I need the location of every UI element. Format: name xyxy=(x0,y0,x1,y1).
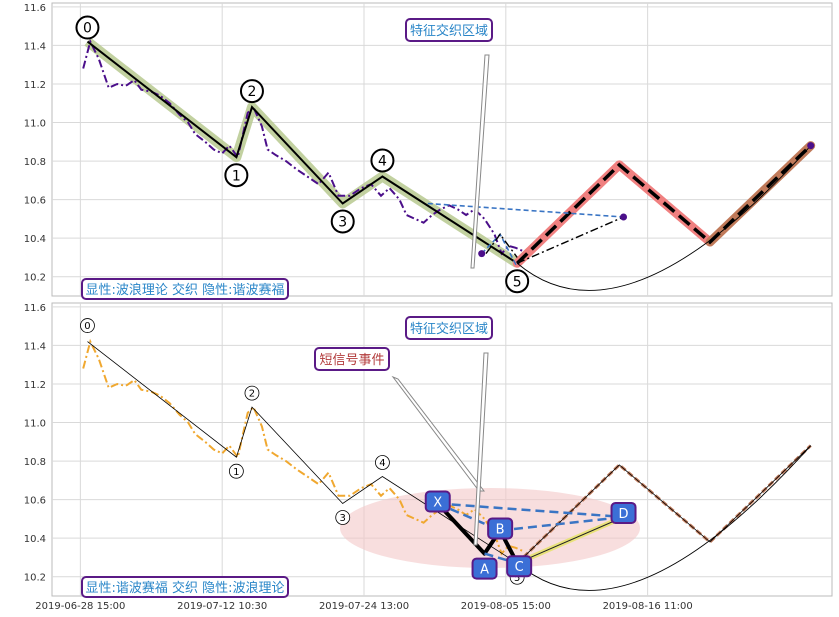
point-marker xyxy=(620,213,628,221)
wave-point-marker xyxy=(330,209,355,234)
wave-point-marker xyxy=(224,163,249,188)
harmonic-point-label: B xyxy=(496,522,505,537)
y-tick-label: 10.8 xyxy=(24,157,46,168)
wave-point-label: 0 xyxy=(84,321,90,332)
top-gridlines xyxy=(52,3,832,296)
harmonic-point-box xyxy=(424,490,451,513)
bottom-legend: 显性:谐波赛福 交织 隐性:波浪理论 xyxy=(81,576,289,598)
bottom-panel: 10.2 10.4 10.6 10.8 11.0 11.2 11.4 11.6 0 1 2 3 4 5 X… xyxy=(24,302,833,598)
y-tick-label: 10.2 xyxy=(24,273,46,284)
harmonic-point-label: D xyxy=(619,507,629,522)
dashdot-line xyxy=(485,233,518,258)
wave-line xyxy=(86,40,518,265)
x-tick-label: 2019-07-12 10:30 xyxy=(177,601,267,612)
y-tick-label: 11.2 xyxy=(24,380,46,391)
top-panel: 10.210.410.610.811.011.211.411.6 012345 … xyxy=(24,2,833,300)
wave-point-marker xyxy=(375,455,390,470)
wave-point-label: 3 xyxy=(340,513,346,524)
y-tick-label: 11.6 xyxy=(24,303,46,314)
x-tick-label: 2019-07-24 13:00 xyxy=(319,601,409,612)
projection-arc xyxy=(516,445,812,591)
harmonic-dashed-line xyxy=(499,515,624,532)
wave-point-marker xyxy=(239,79,264,104)
x-axis: 2019-06-28 15:00 2019-07-12 10:30 2019-07-… xyxy=(35,601,692,612)
top-y-axis: 10.2 10.4 10.6 10.8 11.0 11.2 11.4 11.6 xyxy=(24,3,46,284)
harmonic-point-box xyxy=(506,555,533,578)
projection-arc xyxy=(516,145,812,291)
harmonic-dashed-line xyxy=(427,202,624,218)
y-tick-label: 11.6 xyxy=(24,3,46,14)
signal-pointer xyxy=(473,352,489,546)
harmonic-cd-line xyxy=(517,516,624,564)
harmonic-point-box xyxy=(610,501,637,524)
wave-point-marker xyxy=(244,385,260,401)
bottom-legend-text: 显性:谐波赛福 交织 隐性:波浪理论 xyxy=(85,580,284,596)
projection-dashed-line xyxy=(515,144,812,265)
top-legend-text: 显性:波浪理论 交织 隐性:谐波赛福 xyxy=(85,282,284,298)
point-marker xyxy=(807,142,815,150)
wave-point-label: 1 xyxy=(233,467,239,478)
bottom-region-label-box xyxy=(405,316,493,340)
y-tick-label: 10.6 xyxy=(24,496,46,507)
wave-point-label: 2 xyxy=(248,84,257,100)
y-tick-label: 11.0 xyxy=(24,419,46,430)
y-tick-label: 10.8 xyxy=(24,457,46,468)
y-tick-label: 11.4 xyxy=(24,341,46,352)
wave-point-label: 0 xyxy=(83,21,92,37)
top-legend-box xyxy=(81,278,289,300)
harmonic-point-box xyxy=(487,517,514,540)
wave-point-marker xyxy=(80,318,95,333)
signal-pointer xyxy=(470,54,490,269)
signal-pointer xyxy=(391,375,486,492)
bottom-region-label-text: 特征交织区域 xyxy=(410,321,488,337)
wave-point-label: 3 xyxy=(338,215,347,231)
top-region-label-box xyxy=(405,18,493,42)
x-tick-label: 2019-06-28 15:00 xyxy=(35,601,125,612)
wave-point-marker xyxy=(505,269,530,294)
dashdot-line xyxy=(516,216,624,264)
wave-point-marker xyxy=(370,148,395,173)
y-tick-label: 10.4 xyxy=(24,534,46,545)
top-series xyxy=(82,37,816,291)
harmonic-point-label: C xyxy=(515,560,524,575)
top-plot-area xyxy=(51,2,833,297)
bottom-region-label: 特征交织区域 xyxy=(405,316,493,340)
y-tick-label: 11.4 xyxy=(24,41,46,52)
top-wave-labels: 0 1 2 3 4 5 xyxy=(75,15,530,294)
wave-point-label: 1 xyxy=(232,168,241,184)
y-tick-label: 10.4 xyxy=(24,234,46,245)
harmonic-point-box xyxy=(471,557,498,580)
wave-point-marker xyxy=(335,510,351,525)
wave-point-label: 5 xyxy=(513,274,522,290)
top-region-label: 特征交织区域 xyxy=(405,18,493,42)
x-tick-label: 2019-08-05 15:00 xyxy=(461,601,551,612)
short-signal-label: 短信号事件 xyxy=(314,347,390,371)
harmonic-dashed-line xyxy=(437,502,624,519)
y-tick-label: 10.2 xyxy=(24,573,46,584)
top-region-label-text: 特征交织区域 xyxy=(410,23,488,39)
y-tick-label: 10.6 xyxy=(24,196,46,207)
bottom-y-axis: 10.2 10.4 10.6 10.8 11.0 11.2 11.4 11.6 xyxy=(24,303,46,584)
point-marker xyxy=(478,250,486,258)
wave-point-label: 4 xyxy=(379,458,385,469)
wave-point-label: 4 xyxy=(378,154,387,170)
harmonic-point-label: A xyxy=(480,563,489,578)
harmonic-point-label: X xyxy=(433,495,442,510)
wave-point-marker xyxy=(75,15,100,40)
short-signal-label-box xyxy=(314,347,390,371)
harmonic-xabc-line xyxy=(436,502,519,565)
y-tick-label: 11.0 xyxy=(24,119,46,130)
y-tick-label: 11.2 xyxy=(24,80,46,91)
wave-line xyxy=(87,341,518,564)
wave-point-label: 5 xyxy=(514,573,520,584)
bottom-legend-box xyxy=(81,576,289,598)
wave-point-label: 2 xyxy=(249,389,255,400)
top-legend: 显性:波浪理论 交织 隐性:谐波赛福 xyxy=(81,278,289,300)
short-signal-label-text: 短信号事件 xyxy=(319,353,384,368)
x-tick-label: 2019-08-16 11:00 xyxy=(603,601,693,612)
bottom-wave-labels: 0 1 2 3 4 5 X A B C D xyxy=(80,318,637,585)
wave-point-marker xyxy=(228,463,244,479)
